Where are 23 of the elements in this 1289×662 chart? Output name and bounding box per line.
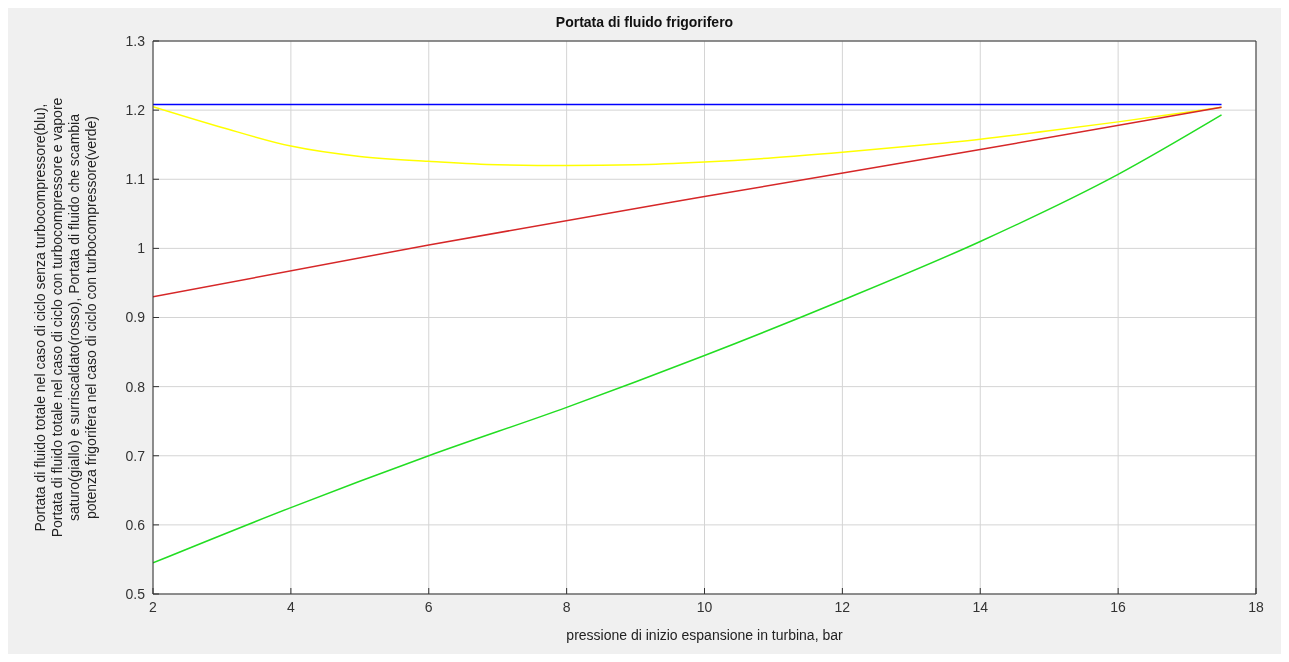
x-axis-title: pressione di inizio espansione in turbina, bar [566, 627, 843, 643]
y-tick-label: 0.9 [125, 309, 146, 326]
y-tick-label: 1.3 [125, 32, 146, 49]
y-tick-label: 1.2 [125, 102, 146, 119]
x-tick-label: 12 [834, 598, 851, 615]
x-tick-label: 14 [972, 598, 989, 615]
x-tick-label: 10 [696, 598, 713, 615]
x-tick-label: 4 [286, 598, 295, 615]
y-tick-label: 0.6 [125, 516, 146, 533]
y-tick-label: 0.5 [125, 585, 146, 602]
y-tick-label: 1 [137, 240, 146, 257]
y-tick-label: 0.7 [125, 447, 146, 464]
line-series [153, 106, 1223, 298]
chart-title: Portata di fluido frigorifero [554, 14, 735, 30]
y-axis-title: Portata di fluido totale nel caso di ciclo senza turbocompressore(blu), Portata di fluido totale nel caso di ciclo con turbocompressore e vapore saturo(giallo) e surriscaldato(rosso), Portata di fluido che scambia potenza frigorifera nel caso di ciclo con turbocompressore(verde) [31, 97, 99, 538]
x-tick-label: 2 [149, 598, 158, 615]
x-tick-label: 8 [562, 598, 571, 615]
y-tick-label: 1.1 [125, 171, 146, 188]
line-series [153, 114, 1223, 564]
x-tick-label: 18 [1248, 598, 1264, 615]
y-tick-label: 0.8 [125, 378, 146, 395]
x-tick-label: 16 [1110, 598, 1127, 615]
x-tick-label: 6 [424, 598, 433, 615]
